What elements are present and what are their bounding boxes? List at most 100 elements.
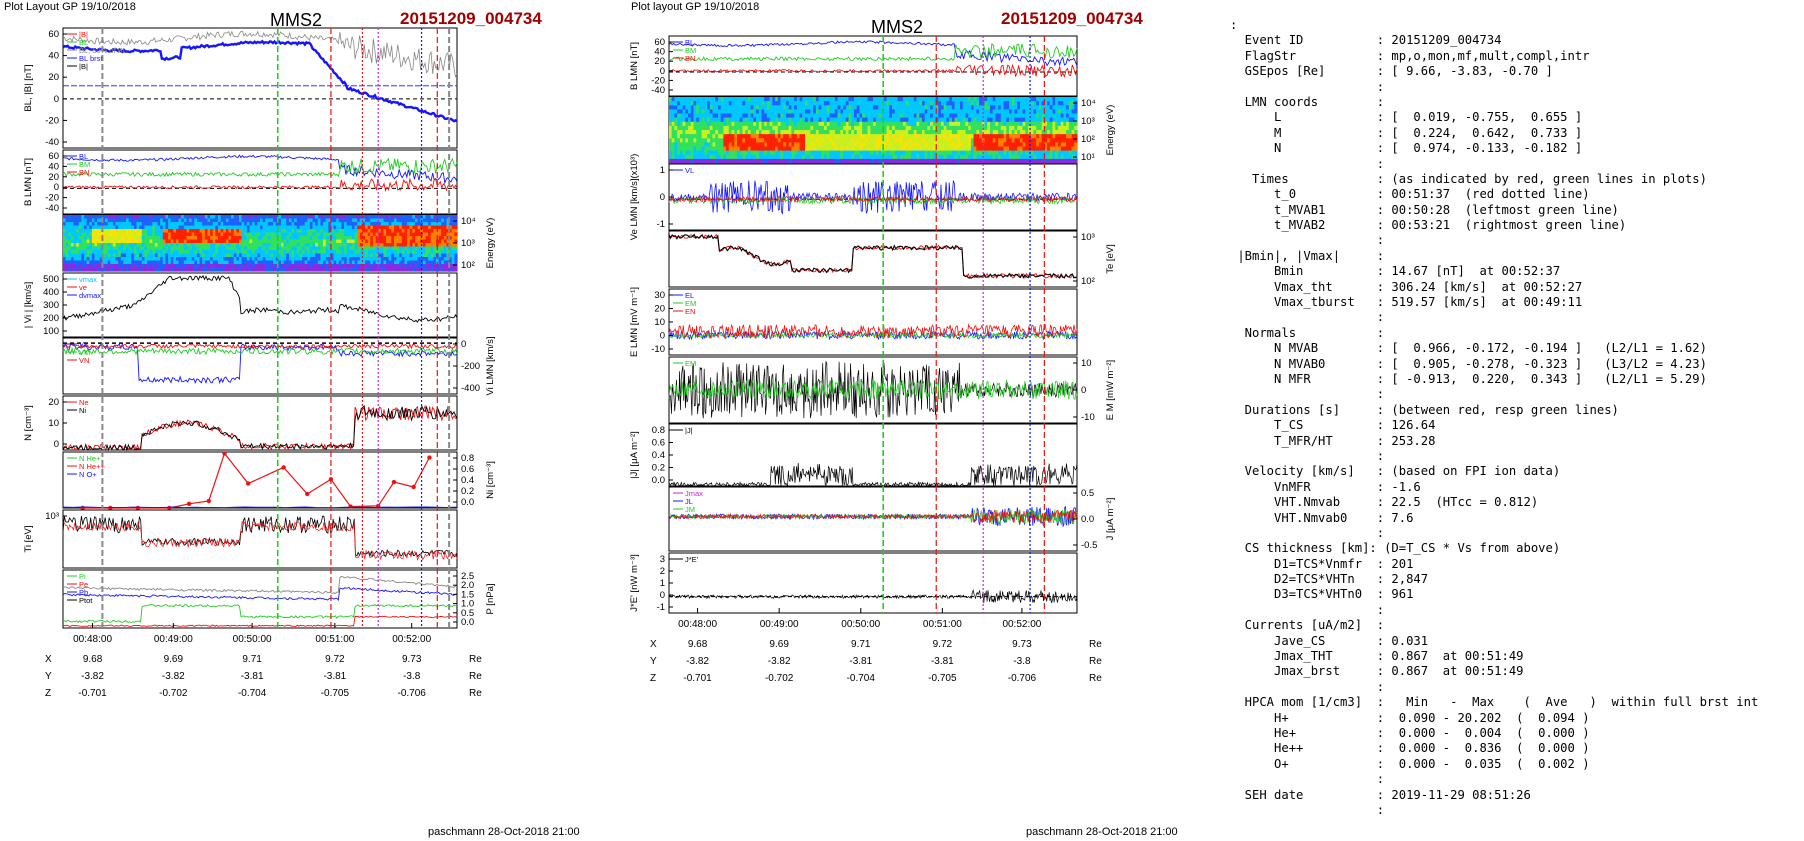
spectrogram-cell <box>777 158 782 164</box>
spectrogram-cell <box>1044 113 1048 119</box>
spectrogram-cell <box>753 121 757 127</box>
spectrogram-cell <box>270 260 274 265</box>
position-unit: Re <box>469 688 482 699</box>
spectrogram-cell <box>86 264 90 269</box>
spectrogram-cell <box>992 121 996 127</box>
spectrogram-cell <box>1038 97 1043 102</box>
spectrogram-cell <box>73 267 77 272</box>
spectrogram-cell <box>320 236 324 241</box>
spectrogram-cell <box>415 250 419 255</box>
spectrogram-cell <box>165 243 169 248</box>
spectrogram-cell <box>175 260 180 265</box>
spectrogram-cell <box>897 101 901 106</box>
spectrogram-cell <box>399 222 403 227</box>
spectrogram-cell <box>1017 134 1021 139</box>
spectrogram-cell <box>199 239 203 244</box>
spectrogram-cell <box>957 117 961 123</box>
spectrogram-cell <box>799 109 803 115</box>
spectrogram-cell <box>1049 138 1054 143</box>
spectrogram-cell <box>346 257 350 262</box>
spectrogram-cell <box>294 218 298 223</box>
spectrogram-cell <box>889 134 893 139</box>
spectrogram-cell <box>336 222 340 227</box>
spectrogram-cell <box>112 257 117 262</box>
spectrogram-cell <box>215 260 219 265</box>
y-axis-label: N [cm⁻³] <box>23 405 34 441</box>
spectrogram-cell <box>296 239 300 244</box>
spectrogram-cell <box>154 218 159 223</box>
spectrogram-cell <box>734 142 738 148</box>
spectrogram-cell <box>441 257 445 262</box>
spectrogram-cell <box>249 239 253 244</box>
spectrogram-cell <box>772 138 776 143</box>
spectrogram-cell <box>154 250 159 255</box>
spectrogram-cell <box>336 264 340 269</box>
spectrogram-cell <box>286 260 290 265</box>
spectrogram-cell <box>286 215 290 220</box>
spectrogram-cell <box>451 229 455 234</box>
spectrogram-cell <box>288 267 293 272</box>
spectrogram-cell <box>328 236 332 241</box>
spectrogram-cell <box>796 142 801 148</box>
spectrogram-cell <box>1055 117 1059 123</box>
spectrogram-cell <box>367 267 371 272</box>
spectrogram-cell <box>291 264 295 269</box>
spectrogram-cell <box>848 117 852 123</box>
spectrogram-cell <box>709 142 714 148</box>
spectrogram-cell <box>162 225 166 230</box>
spectrogram-cell <box>68 225 72 230</box>
spectrogram-cell <box>378 243 382 248</box>
spectrogram-cell <box>987 146 991 152</box>
spectrogram-cell <box>802 117 806 123</box>
spectrogram-cell <box>756 138 760 143</box>
spectrogram-cell <box>916 105 920 110</box>
spectrogram-cell <box>380 253 384 258</box>
spectrogram-cell <box>173 232 177 237</box>
spectrogram-cell <box>954 105 958 110</box>
spectrogram-cell <box>968 97 972 102</box>
legend-label: dvmax <box>79 291 101 300</box>
spectrogram-cell <box>63 229 67 234</box>
spectrogram-cell <box>97 225 101 230</box>
y-tick-label: 0.5 <box>461 608 474 619</box>
spectrogram-cell <box>873 97 877 102</box>
spectrogram-cell <box>359 222 363 227</box>
spectrogram-cell <box>391 239 395 244</box>
spectrogram-cell <box>712 138 716 143</box>
spectrogram-cell <box>824 150 828 156</box>
spectrogram-cell <box>228 229 232 234</box>
spectrogram-cell <box>851 146 855 152</box>
spectrogram-cell <box>848 121 852 127</box>
spectrogram-cell <box>938 105 942 110</box>
spectrogram-cell <box>889 142 893 148</box>
spectrogram-cell <box>191 257 195 262</box>
spectrogram-cell <box>244 253 248 258</box>
spectrogram-cell <box>772 117 776 123</box>
spectrogram-cell <box>81 246 85 251</box>
spectrogram-cell <box>832 142 836 148</box>
spectrogram-cell <box>110 264 114 269</box>
spectrogram-cell <box>225 215 230 220</box>
spectrogram-cell <box>873 134 877 139</box>
spectrogram-cell <box>900 146 904 152</box>
spectrogram-cell <box>68 232 72 237</box>
spectrogram-cell <box>674 97 678 102</box>
spectrogram-cell <box>236 246 240 251</box>
spectrogram-cell <box>115 243 119 248</box>
spectrogram-cell <box>149 260 153 265</box>
spectrogram-cell <box>349 253 353 258</box>
y-tick-label: -200 <box>461 361 480 372</box>
spectrogram-cell <box>1041 154 1045 160</box>
spectrogram-cell <box>288 257 293 262</box>
spectrogram-cell <box>1049 125 1054 131</box>
spectrogram-cell <box>443 257 448 262</box>
spectrogram-cell <box>107 232 111 237</box>
spectrogram-cell <box>786 105 790 110</box>
spectrogram-cell <box>367 246 371 251</box>
spectrogram-cell <box>126 267 130 272</box>
spectrogram-cell <box>968 113 972 119</box>
spectrogram-cell <box>354 243 358 248</box>
spectrogram-cell <box>908 117 912 123</box>
spectrogram-cell <box>832 97 836 102</box>
spectrogram-cell <box>900 125 904 131</box>
